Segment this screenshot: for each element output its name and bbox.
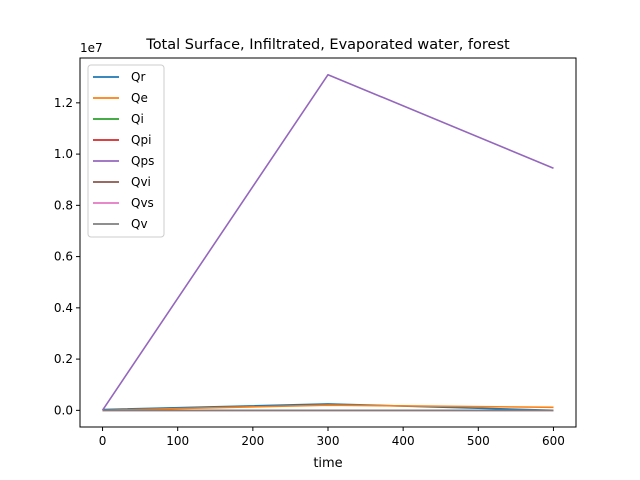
legend-label-qpi: Qpi — [131, 133, 151, 147]
y-tick-label-4: 0.8 — [54, 198, 73, 212]
legend-box — [87, 64, 165, 238]
series-line-qr — [102, 403, 554, 412]
x-tick-label-300: 300 — [317, 434, 340, 448]
x-tick-label-500: 500 — [467, 434, 490, 448]
y-tick-label-6: 1.2 — [54, 96, 73, 110]
x-tick-label-400: 400 — [392, 434, 415, 448]
y-axis: 0.0 0.2 0.4 0.6 0.8 1.0 1.2 — [54, 96, 80, 417]
y-tick-label-2: 0.4 — [54, 301, 73, 315]
x-tick-label-100: 100 — [166, 434, 189, 448]
series-line-qps — [101, 73, 554, 411]
x-axis-label: time — [313, 456, 342, 471]
y-axis-offset-text: 1e7 — [80, 41, 103, 55]
legend-label-qps: Qps — [131, 154, 154, 168]
legend: Qr Qe Qi Qpi Qps Qvi Qvs Qv — [87, 64, 165, 238]
y-tick-label-5: 1.0 — [54, 147, 73, 161]
legend-label-qi: Qi — [131, 112, 144, 126]
plot-lines — [101, 73, 554, 412]
legend-label-qvi: Qvi — [131, 175, 151, 189]
legend-label-qv: Qv — [131, 217, 148, 231]
legend-label-qe: Qe — [131, 91, 148, 105]
x-tick-label-200: 200 — [241, 434, 264, 448]
series-line-qe — [102, 404, 554, 412]
chart-title: Total Surface, Infiltrated, Evaporated w… — [145, 37, 510, 53]
y-tick-label-1: 0.2 — [54, 352, 73, 366]
y-tick-label-0: 0.0 — [54, 403, 73, 417]
legend-label-qr: Qr — [131, 70, 145, 84]
y-tick-label-3: 0.6 — [54, 250, 73, 264]
legend-label-qvs: Qvs — [131, 196, 154, 210]
x-tick-label-600: 600 — [542, 434, 565, 448]
x-axis: 0 100 200 300 400 500 600 — [99, 427, 565, 448]
x-tick-label-0: 0 — [99, 434, 107, 448]
